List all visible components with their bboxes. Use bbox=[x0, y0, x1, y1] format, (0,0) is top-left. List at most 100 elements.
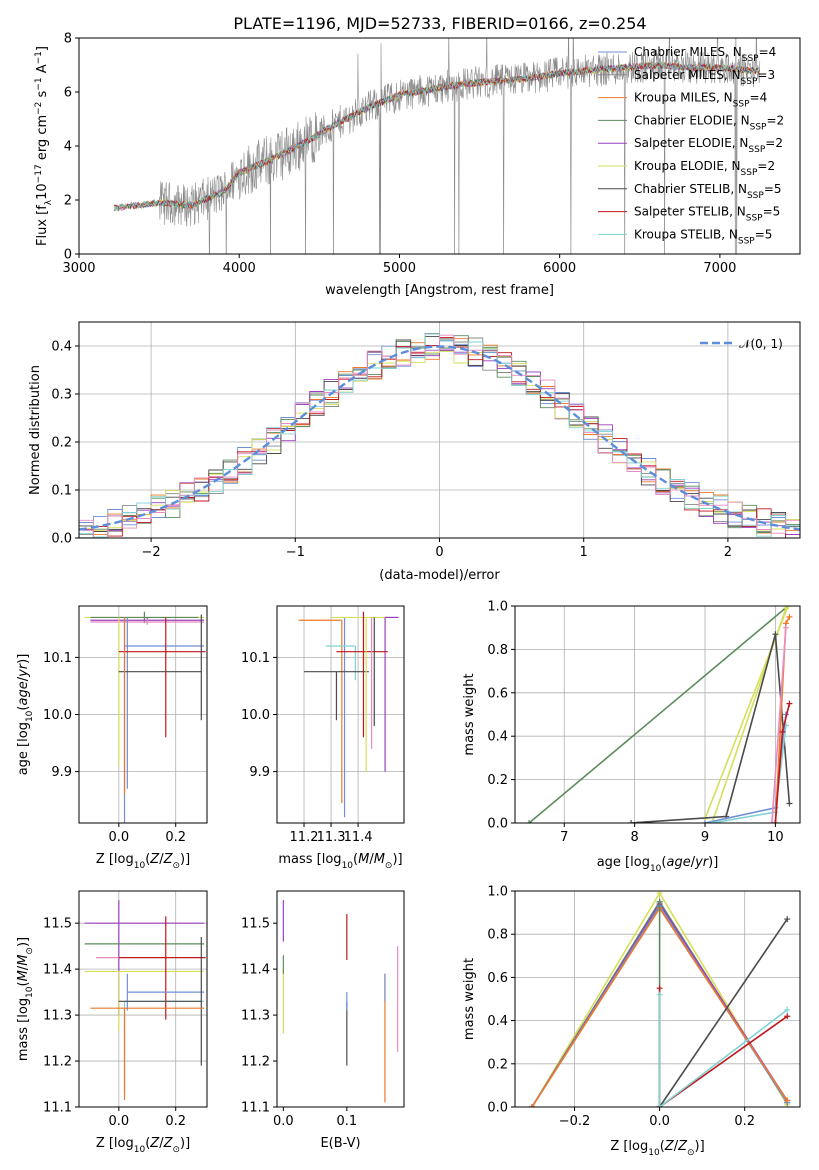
legend-entry: Salpeter MILES, NSSP=3 bbox=[634, 68, 775, 87]
mass-weight-vs-age-series-line bbox=[771, 627, 787, 823]
age-vs-Z-ylabel: age [log10(age/yr)] bbox=[16, 654, 35, 776]
residuals-ytick-label: 0.1 bbox=[51, 484, 72, 499]
age-vs-Z-ytick-label: 9.9 bbox=[51, 765, 72, 780]
age-vs-Z-xlabel: Z [log10(Z/Z⊙)] bbox=[96, 852, 190, 871]
residuals-ylabel: Normed distribution bbox=[28, 365, 43, 495]
age-vs-mass-xtick-label: 11.4 bbox=[344, 830, 373, 845]
legend-entry: Salpeter ELODIE, NSSP=2 bbox=[634, 136, 783, 155]
legend-entry: Kroupa ELODIE, NSSP=2 bbox=[634, 159, 775, 178]
age-vs-mass-xtick-label: 11.2 bbox=[290, 830, 319, 845]
mass-weight-vs-Z-point-marker bbox=[656, 1104, 663, 1107]
mass-weight-vs-Z-xtick-label: 0.0 bbox=[649, 1114, 670, 1129]
mass-vs-ebv-ytick-label: 11.1 bbox=[241, 1101, 270, 1116]
age-vs-Z-frame bbox=[78, 605, 208, 824]
age-vs-Z-xtick-label: 0.0 bbox=[108, 830, 129, 845]
mass-weight-vs-Z-xtick-label: 0.2 bbox=[734, 1114, 755, 1129]
legend-entry: Kroupa MILES, NSSP=4 bbox=[634, 91, 767, 110]
spectrum-ytick-label: 8 bbox=[64, 32, 72, 47]
mass-weight-vs-age-ylabel: mass weight bbox=[462, 673, 477, 755]
mass-weight-vs-age-xlabel: age [log10(age/yr)] bbox=[597, 855, 719, 874]
spectrum-model-k_stelib bbox=[113, 61, 760, 212]
mass-weight-vs-Z-ylabel: mass weight bbox=[462, 958, 477, 1040]
spectrum-ylabel: Flux [fλ10−17 erg cm−2 s−1 A−1] bbox=[34, 46, 54, 246]
mass-weight-vs-age-point-marker bbox=[772, 820, 779, 823]
mass-weight-vs-age-ytick-label: 0.2 bbox=[487, 773, 508, 788]
mass-weight-vs-age-ytick-label: 0.8 bbox=[487, 643, 508, 658]
residuals-ytick-label: 0.2 bbox=[51, 436, 72, 451]
mass-weight-vs-Z-lines bbox=[529, 891, 791, 1107]
mass-weight-vs-Z-series-line bbox=[659, 1015, 788, 1107]
age-vs-mass-xlabel: mass [log10(M/M⊙)] bbox=[278, 852, 402, 871]
mass-weight-vs-age-xtick-label: 10 bbox=[767, 830, 784, 845]
legend-entry: Chabrier ELODIE, NSSP=2 bbox=[634, 113, 784, 132]
mass-vs-Z-ylabel: mass [log10(M/M⊙)] bbox=[16, 937, 35, 1061]
mass-weight-vs-age-series-line bbox=[528, 606, 789, 823]
residuals-xtick-label: −2 bbox=[142, 545, 161, 560]
mass-weight-vs-Z-xlabel: Z [log10(Z/Z⊙)] bbox=[610, 1139, 704, 1158]
spectrum-xtick-label: 5000 bbox=[383, 261, 416, 276]
mass-weight-vs-age-ytick-label: 1.0 bbox=[487, 600, 508, 615]
mass-weight-vs-age-ytick-label: 0.6 bbox=[487, 686, 508, 701]
mass-weight-vs-age-frame bbox=[514, 605, 801, 824]
residuals-ytick-label: 0.4 bbox=[51, 340, 72, 355]
residuals-xtick-label: 0 bbox=[435, 545, 443, 560]
mass-weight-vs-age-xtick-label: 8 bbox=[630, 830, 638, 845]
age-vs-Z-ytick-label: 10.1 bbox=[43, 651, 72, 666]
mass-vs-Z-ytick-label: 11.1 bbox=[43, 1101, 72, 1116]
mass-weight-vs-age-point-marker bbox=[772, 631, 779, 638]
residuals-xlabel: (data-model)/error bbox=[379, 568, 500, 583]
mass-vs-ebv-ytick-label: 11.2 bbox=[241, 1055, 270, 1070]
mass-vs-ebv-ytick-label: 11.5 bbox=[241, 917, 270, 932]
mass-vs-ebv-frame bbox=[276, 890, 405, 1108]
mass-weight-vs-age-point-marker bbox=[768, 820, 775, 823]
mass-weight-vs-Z-ytick-label: 0.2 bbox=[487, 1057, 508, 1072]
residuals-bars bbox=[79, 333, 800, 538]
legend-entry: Kroupa STELIB, NSSP=5 bbox=[634, 227, 772, 246]
mass-weight-vs-age-xtick-label: 9 bbox=[701, 830, 709, 845]
mass-weight-vs-age-point-marker bbox=[702, 820, 708, 823]
spectrum-ytick-label: 6 bbox=[64, 86, 72, 101]
mass-weight-vs-Z-ytick-label: 0.0 bbox=[487, 1101, 508, 1116]
mass-weight-vs-Z-point-marker bbox=[656, 991, 663, 998]
mass-weight-vs-Z-point-marker bbox=[529, 1104, 536, 1107]
legend-entry-normal: 𝒩(0, 1) bbox=[739, 337, 783, 351]
chart-title: PLATE=1196, MJD=52733, FIBERID=0166, z=0… bbox=[233, 14, 646, 33]
mass-weight-vs-Z-point-marker bbox=[656, 898, 663, 905]
mass-weight-vs-age-point-marker bbox=[786, 700, 793, 707]
mass-weight-vs-Z-ytick-label: 0.8 bbox=[487, 928, 508, 943]
age-vs-Z-points bbox=[84, 611, 206, 823]
mass-weight-vs-age-point-marker bbox=[628, 820, 635, 823]
mass-vs-ebv-ytick-label: 11.4 bbox=[241, 963, 270, 978]
residuals-ytick-label: 0.3 bbox=[51, 388, 72, 403]
mass-weight-vs-age-ytick-label: 0.4 bbox=[487, 730, 508, 745]
mass-weight-vs-age-xtick-label: 7 bbox=[560, 830, 568, 845]
mass-weight-vs-Z-ytick-label: 0.6 bbox=[487, 971, 508, 986]
age-vs-Z-xtick-label: 0.2 bbox=[165, 830, 186, 845]
mass-weight-vs-Z-ytick-label: 0.4 bbox=[487, 1014, 508, 1029]
mass-vs-ebv-points bbox=[282, 900, 399, 1103]
legend-entry: Chabrier MILES, NSSP=4 bbox=[634, 45, 776, 64]
mass-vs-Z-points bbox=[84, 900, 206, 1101]
mass-vs-Z-xtick-label: 0.0 bbox=[108, 1114, 129, 1129]
spectrum-ytick-label: 0 bbox=[64, 248, 72, 263]
spectrum-xtick-label: 4000 bbox=[223, 261, 256, 276]
mass-vs-ebv-ytick-label: 11.3 bbox=[241, 1009, 270, 1024]
residuals-xtick-label: −1 bbox=[286, 545, 305, 560]
mass-weight-vs-age-ytick-label: 0.0 bbox=[487, 817, 508, 832]
mass-vs-Z-xtick-label: 0.2 bbox=[165, 1114, 186, 1129]
age-vs-mass-points bbox=[298, 611, 399, 818]
spectrum-model-c_stelib bbox=[114, 61, 760, 212]
mass-vs-Z-ytick-label: 11.3 bbox=[43, 1009, 72, 1024]
age-vs-mass-xtick-label: 11.3 bbox=[317, 830, 346, 845]
legend-entry: Salpeter STELIB, NSSP=5 bbox=[634, 205, 780, 224]
spectrum-lines bbox=[113, 38, 761, 254]
mass-vs-Z-ytick-label: 11.5 bbox=[43, 917, 72, 932]
legend-entry: Chabrier STELIB, NSSP=5 bbox=[634, 182, 782, 201]
mass-vs-Z-xlabel: Z [log10(Z/Z⊙)] bbox=[96, 1136, 190, 1155]
age-vs-mass-ytick-label: 9.9 bbox=[249, 765, 270, 780]
mass-weight-vs-Z-point-marker bbox=[784, 1013, 791, 1020]
mass-weight-vs-Z-point-marker bbox=[784, 1006, 791, 1013]
spectrum-xtick-label: 3000 bbox=[62, 261, 95, 276]
spectrum-ytick-label: 4 bbox=[64, 140, 72, 155]
